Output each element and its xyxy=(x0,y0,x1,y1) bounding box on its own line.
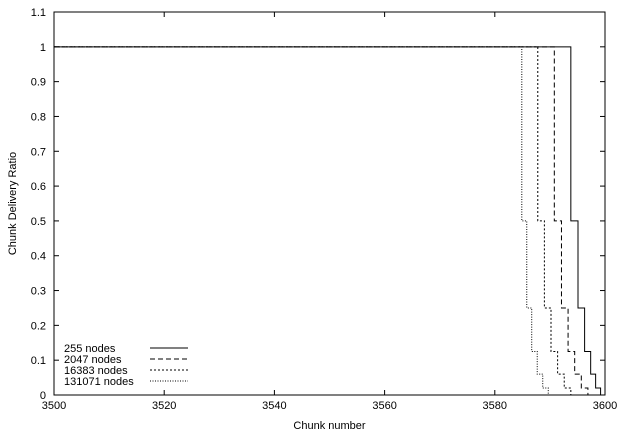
y-tick-label: 0.4 xyxy=(31,251,46,263)
legend-label-0: 255 nodes xyxy=(64,343,116,355)
plot-frame xyxy=(53,11,606,396)
x-tick-label: 3600 xyxy=(593,400,617,412)
x-tick-label: 3500 xyxy=(42,400,66,412)
x-tick-label: 3540 xyxy=(262,400,286,412)
x-tick-label: 3560 xyxy=(372,400,396,412)
y-tick-label: 0.2 xyxy=(31,320,46,332)
y-tick-label: 0.3 xyxy=(31,286,46,298)
y-tick-label: 0 xyxy=(40,390,46,402)
y-tick-label: 0.5 xyxy=(31,216,46,228)
y-tick-label: 0.7 xyxy=(31,146,46,158)
y-tick-label: 0.9 xyxy=(31,77,46,89)
series-line-3 xyxy=(54,46,549,395)
series-line-0 xyxy=(54,46,602,395)
x-axis-ticks: 3500 3520 3540 3560 3580 3600 xyxy=(42,12,617,412)
x-tick-label: 3520 xyxy=(152,400,176,412)
series-line-2 xyxy=(54,46,572,395)
legend-label-3: 131071 nodes xyxy=(64,376,134,388)
y-axis-ticks: 0 0.1 0.2 0.3 0.4 0.5 0.6 0.7 0.8 0.9 1 1.1 xyxy=(31,7,605,402)
y-tick-label: 0.8 xyxy=(31,111,46,123)
y-tick-label: 0.1 xyxy=(31,355,46,367)
y-tick-label: 1.1 xyxy=(31,7,46,19)
x-tick-label: 3580 xyxy=(483,400,507,412)
x-axis-title: Chunk number xyxy=(293,420,365,432)
legend-label-1: 2047 nodes xyxy=(64,354,122,366)
y-tick-label: 0.6 xyxy=(31,181,46,193)
series-line-1 xyxy=(54,46,589,395)
y-tick-label: 1 xyxy=(40,42,46,54)
legend-label-2: 16383 nodes xyxy=(64,365,128,377)
series-group xyxy=(54,46,602,395)
y-axis-title: Chunk Delivery Ratio xyxy=(7,152,19,255)
